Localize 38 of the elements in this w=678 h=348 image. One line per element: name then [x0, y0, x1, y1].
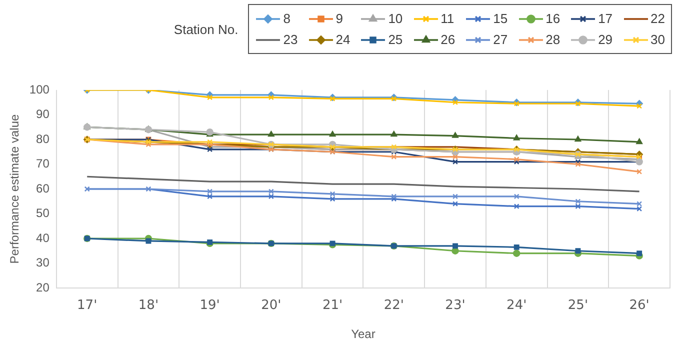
legend-label: 23	[283, 32, 298, 47]
y-tick-label: 60	[36, 181, 50, 196]
legend-label: 27	[493, 32, 508, 47]
legend-label: 15	[493, 11, 508, 26]
legend-label: 8	[283, 11, 290, 26]
legend-label: 29	[598, 32, 613, 47]
x-tick-label: 19'	[200, 298, 220, 314]
x-tick-label: 17'	[77, 298, 98, 314]
legend-label: 11	[440, 11, 454, 26]
legend-label: 24	[336, 32, 350, 47]
legend-label: 9	[336, 11, 343, 26]
legend-label: 10	[388, 11, 403, 26]
legend-title: Station No.	[174, 22, 238, 36]
x-axis-title: Year	[351, 327, 376, 342]
y-tick-label: 100	[29, 82, 50, 96]
y-tick-label: 30	[36, 256, 50, 270]
x-tick-label: 18'	[138, 298, 159, 314]
y-tick-label: 50	[36, 206, 50, 220]
y-tick-label: 80	[36, 132, 50, 146]
y-tick-label: 90	[36, 107, 50, 122]
legend-label: 22	[650, 11, 665, 26]
legend-label: 30	[650, 32, 665, 47]
x-tick-label: 22'	[384, 298, 404, 314]
x-tick-label: 21'	[322, 298, 343, 314]
legend-label: 17	[598, 11, 613, 26]
legend-label: 25	[388, 32, 403, 47]
legend-label: 26	[440, 32, 456, 47]
y-axis-title: Performance estimate value	[8, 114, 22, 264]
x-tick-label: 25'	[568, 298, 588, 314]
y-tick-label: 20	[36, 280, 50, 294]
legend-label: 28	[546, 32, 560, 47]
y-tick-label: 70	[36, 156, 50, 171]
x-tick-label: 24'	[506, 298, 527, 314]
x-tick-label: 20'	[261, 298, 282, 314]
x-tick-label: 26'	[629, 298, 650, 314]
legend-label: 16	[546, 11, 560, 26]
x-tick-label: 23'	[445, 298, 466, 314]
y-tick-label: 40	[36, 230, 50, 245]
